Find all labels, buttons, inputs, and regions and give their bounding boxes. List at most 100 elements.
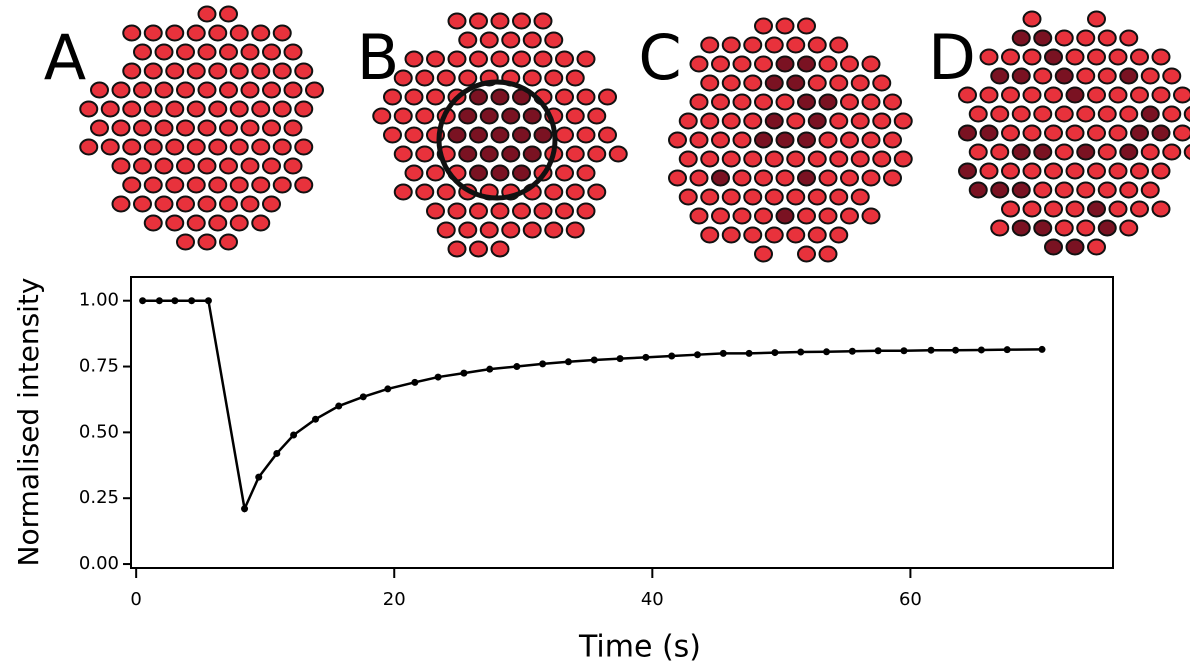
- cell: [1087, 124, 1106, 142]
- cell: [490, 12, 510, 30]
- cell: [743, 226, 763, 244]
- cell: [122, 24, 142, 42]
- cell: [732, 93, 752, 111]
- cell: [436, 69, 456, 87]
- cell: [555, 164, 574, 182]
- cell: [219, 233, 238, 251]
- cell: [294, 138, 314, 156]
- cell: [1151, 124, 1171, 142]
- cell: [1108, 162, 1128, 180]
- cell: [1054, 29, 1074, 47]
- cell: [1011, 181, 1031, 199]
- cell: [1001, 200, 1020, 218]
- cell: [404, 126, 424, 144]
- cell: [143, 138, 163, 156]
- cell: [721, 150, 741, 168]
- cell: [721, 74, 741, 92]
- cell: [1130, 48, 1149, 66]
- cell: [807, 226, 827, 244]
- data-point: [642, 353, 650, 361]
- cell: [1076, 143, 1096, 161]
- cell: [565, 145, 585, 163]
- cell: [732, 169, 752, 187]
- cell: [893, 150, 913, 168]
- cell: [979, 162, 999, 180]
- cell: [743, 74, 763, 92]
- cell: [1054, 143, 1074, 161]
- data-point: [188, 297, 196, 305]
- cell: [415, 69, 435, 87]
- cell: [469, 240, 488, 258]
- cell: [522, 31, 542, 49]
- cell: [829, 74, 849, 92]
- cell: [1065, 162, 1085, 180]
- cell: [490, 202, 510, 220]
- cell: [786, 74, 806, 92]
- data-point: [564, 358, 572, 366]
- cell: [721, 226, 741, 244]
- cell: [732, 55, 752, 73]
- cell: [689, 131, 709, 149]
- cell: [850, 112, 870, 130]
- cell: [469, 126, 488, 144]
- cell: [1001, 86, 1020, 104]
- bleach-region: [436, 79, 558, 201]
- cell: [197, 5, 217, 23]
- cell: [700, 226, 720, 244]
- cell: [294, 176, 314, 194]
- cell: [415, 107, 435, 125]
- cell: [743, 36, 763, 54]
- cell: [251, 62, 271, 80]
- cell: [1076, 181, 1096, 199]
- cell: [1108, 48, 1128, 66]
- cell: [764, 112, 784, 130]
- cell: [861, 207, 881, 225]
- cell: [1151, 162, 1171, 180]
- cell: [1065, 48, 1085, 66]
- cell: [1065, 124, 1085, 142]
- data-point: [273, 449, 281, 457]
- cell: [786, 188, 806, 206]
- data-point: [204, 297, 212, 305]
- cell: [512, 202, 531, 220]
- cell: [1033, 67, 1053, 85]
- cell: [1183, 144, 1190, 160]
- panel-label: A: [44, 21, 86, 94]
- cell: [1065, 200, 1085, 218]
- cell: [990, 143, 1010, 161]
- cell: [754, 93, 773, 111]
- data-point: [139, 297, 147, 305]
- cell: [251, 24, 271, 42]
- cell: [576, 202, 596, 220]
- cell: [447, 12, 467, 30]
- cell: [754, 131, 773, 149]
- cell: [165, 138, 185, 156]
- data-point: [241, 505, 249, 513]
- cell: [850, 150, 870, 168]
- cell: [721, 112, 741, 130]
- cell: [544, 183, 564, 201]
- cell: [229, 24, 249, 42]
- cell: [469, 202, 488, 220]
- cell: [143, 214, 163, 232]
- cell: [1119, 143, 1139, 161]
- cell: [533, 202, 553, 220]
- x-tick-label: 0: [130, 589, 141, 610]
- cell: [990, 67, 1010, 85]
- cell: [1076, 105, 1096, 123]
- cell: [229, 100, 249, 118]
- cell: [111, 119, 131, 137]
- cell: [829, 188, 849, 206]
- cell: [522, 145, 542, 163]
- cell: [533, 126, 553, 144]
- cell: [229, 138, 249, 156]
- cell: [490, 88, 510, 106]
- cell: [700, 112, 720, 130]
- data-point: [513, 363, 521, 371]
- cell: [544, 31, 564, 49]
- cell: [700, 188, 720, 206]
- y-tick-label: 0.25: [79, 487, 119, 508]
- cell: [775, 17, 795, 35]
- cell: [1054, 219, 1074, 237]
- cell: [807, 188, 827, 206]
